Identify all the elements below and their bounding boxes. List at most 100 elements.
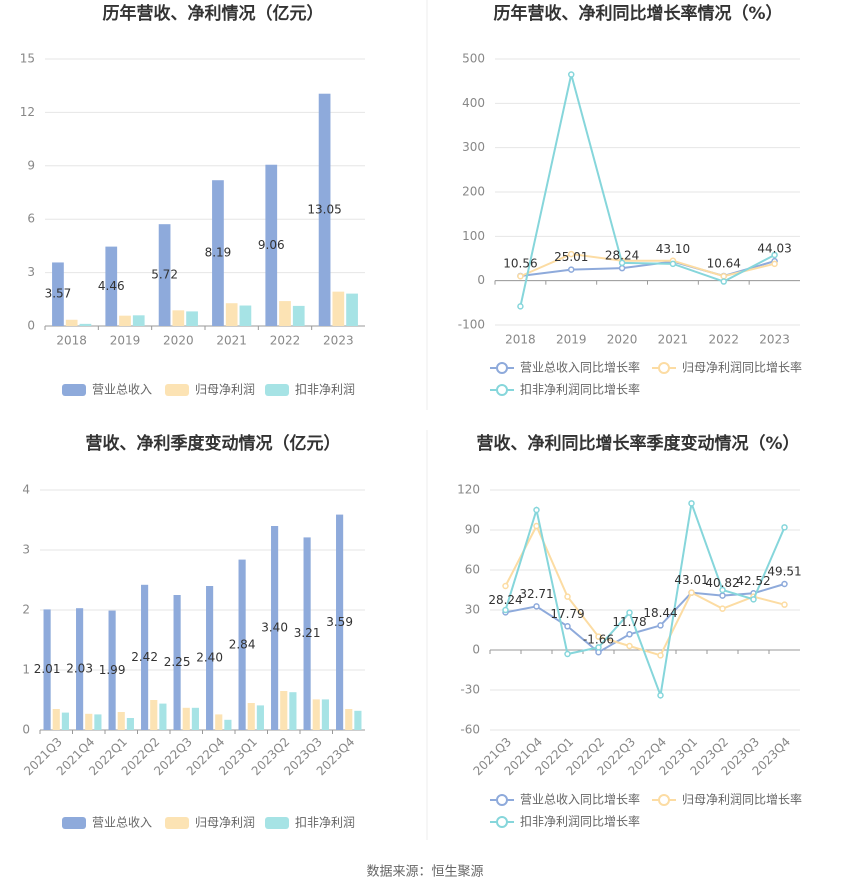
y-tick-label: 15	[20, 52, 35, 66]
y-tick-label: 30	[465, 603, 480, 617]
point	[502, 606, 509, 614]
point	[688, 589, 695, 596]
legend-swatch	[62, 817, 86, 829]
y-tick-label: 200	[462, 185, 485, 199]
point	[502, 582, 509, 590]
bar	[61, 712, 69, 730]
point	[564, 623, 571, 630]
x-tick-label: 2020	[163, 334, 194, 348]
y-tick-label: 12	[20, 105, 35, 119]
value-label: 8.19	[205, 246, 232, 260]
legend-label: 归母净利润	[195, 383, 255, 397]
point	[618, 264, 626, 272]
x-tick-label: 2020	[607, 333, 638, 347]
bar	[289, 692, 297, 730]
value-label: 28.24	[605, 249, 639, 263]
bar	[318, 93, 331, 327]
point	[533, 522, 540, 530]
y-tick-label: 100	[462, 229, 485, 243]
x-tick-label: 2018	[56, 334, 87, 348]
point	[595, 633, 602, 640]
bar	[292, 305, 305, 326]
y-tick-label: 400	[462, 96, 485, 110]
bar	[279, 301, 291, 326]
chart-title: 历年营收、净利同比增长率情况（%）	[493, 3, 782, 24]
value-label: 10.56	[503, 256, 537, 270]
y-tick-label: 0	[27, 319, 35, 333]
bar	[52, 262, 64, 326]
value-label: 10.64	[707, 256, 741, 270]
bar	[186, 311, 198, 326]
bar	[321, 699, 329, 730]
bar	[132, 315, 145, 326]
bar	[280, 691, 288, 730]
value-label: 28.24	[488, 593, 522, 607]
y-tick-label: -30	[460, 683, 480, 697]
y-tick-label: 2	[22, 603, 30, 617]
bar	[172, 310, 185, 326]
legend-label: 归母净利润	[195, 816, 255, 830]
y-tick-label: 0	[22, 723, 30, 737]
bar	[52, 709, 60, 730]
bar	[119, 315, 131, 326]
value-label: 44.03	[757, 242, 791, 256]
point	[564, 650, 571, 658]
legend-swatch	[62, 384, 86, 396]
legend-label: 扣非净利润同比增长率	[520, 382, 640, 397]
legend-label: 扣非净利润	[295, 816, 355, 830]
bar	[76, 608, 84, 730]
value-label: 13.05	[307, 202, 341, 216]
bar	[65, 319, 78, 326]
bar	[345, 709, 353, 730]
legend-swatch	[496, 362, 508, 374]
legend-swatch	[496, 816, 508, 828]
value-label: -1.66	[583, 633, 614, 647]
legend-label: 营业总收入同比增长率	[520, 792, 640, 807]
legend-swatch	[265, 384, 289, 396]
value-label: 2.40	[196, 651, 223, 665]
x-tick-label: 2018	[505, 333, 536, 347]
bar	[336, 514, 344, 730]
chart-title: 营收、净利季度变动情况（亿元）	[86, 433, 341, 454]
value-label: 17.79	[550, 607, 584, 621]
value-label: 2.03	[66, 662, 93, 676]
x-tick-label: 2021	[216, 334, 247, 348]
bar	[182, 707, 190, 730]
bar	[79, 323, 92, 326]
point	[720, 278, 727, 285]
y-tick-label: 120	[457, 483, 480, 497]
bar	[158, 224, 171, 326]
y-tick-label: -100	[458, 318, 485, 332]
point	[517, 303, 524, 310]
x-tick-label: 2021	[658, 333, 689, 347]
bar	[191, 707, 199, 730]
value-label: 3.40	[261, 621, 288, 635]
point	[626, 642, 633, 650]
y-tick-label: 3	[22, 543, 30, 557]
point	[657, 692, 664, 699]
bar	[159, 703, 167, 730]
y-tick-label: 0	[477, 273, 485, 287]
value-label: 25.01	[554, 250, 588, 264]
legend-swatch	[496, 794, 508, 806]
legend-swatch	[658, 794, 670, 806]
bar	[303, 537, 311, 730]
point	[564, 593, 571, 600]
bar	[108, 610, 116, 730]
bar	[224, 719, 232, 730]
legend-swatch	[165, 817, 189, 829]
x-tick-label: 2019	[556, 333, 587, 347]
chart-title: 营收、净利同比增长率季度变动情况（%）	[476, 433, 799, 454]
legend-swatch	[496, 384, 508, 396]
point	[568, 266, 575, 273]
point	[688, 500, 695, 507]
value-label: 3.59	[326, 615, 353, 629]
y-tick-label: 6	[27, 212, 35, 226]
point	[669, 260, 677, 268]
point	[781, 580, 788, 588]
bar	[247, 703, 255, 730]
value-label: 1.99	[99, 663, 126, 677]
point	[719, 592, 726, 599]
x-tick-label: 2023	[323, 334, 354, 348]
